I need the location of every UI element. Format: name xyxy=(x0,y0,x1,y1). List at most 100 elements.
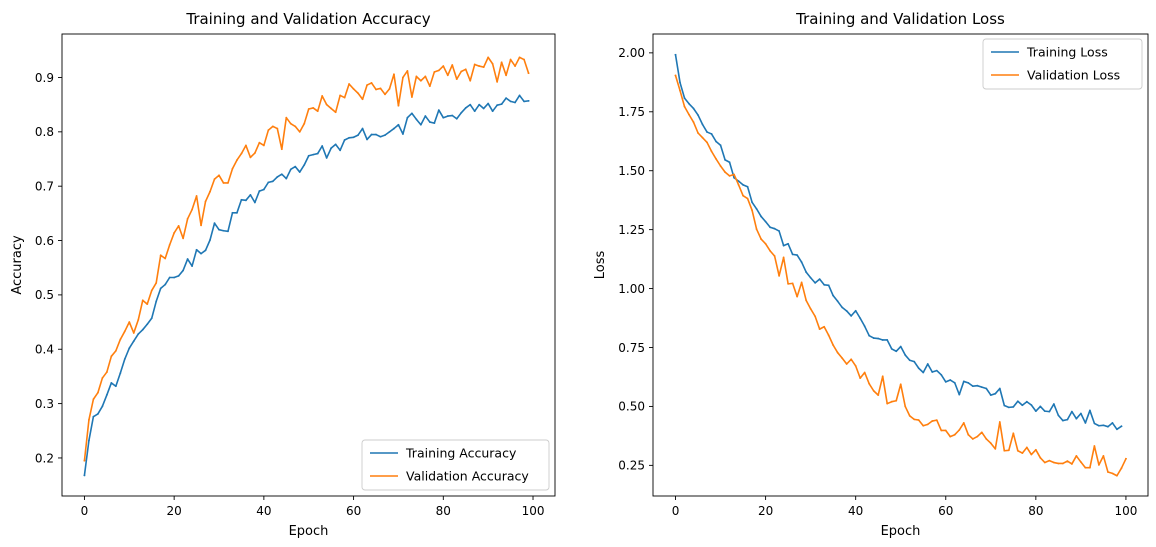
validation-accuracy-point xyxy=(330,107,333,110)
validation-loss-point xyxy=(1003,449,1006,452)
training-loss-point xyxy=(773,227,776,230)
training-accuracy-point xyxy=(101,405,104,408)
validation-accuracy-point xyxy=(433,71,436,73)
training-accuracy-point xyxy=(222,229,225,232)
validation-loss-point xyxy=(868,382,871,385)
validation-accuracy-point xyxy=(464,68,467,71)
validation-accuracy-point xyxy=(128,321,131,323)
training-accuracy-point xyxy=(366,138,368,141)
training-loss-point xyxy=(908,359,911,362)
training-loss-point xyxy=(863,325,866,328)
loss-y-tick-label: 1.50 xyxy=(618,164,645,178)
validation-loss-point xyxy=(1043,461,1046,464)
validation-accuracy-point xyxy=(258,141,261,144)
training-loss-points xyxy=(674,53,1123,431)
validation-accuracy-point xyxy=(173,232,176,234)
training-loss-point xyxy=(940,373,943,376)
validation-accuracy-point xyxy=(96,391,99,394)
training-loss-point xyxy=(1116,428,1118,431)
validation-accuracy-point xyxy=(271,125,274,128)
loss-y-tick-label: 0.50 xyxy=(618,400,645,414)
training-loss-point xyxy=(998,387,1001,390)
validation-loss-point xyxy=(980,431,983,434)
training-accuracy-point xyxy=(146,323,149,326)
validation-loss-point xyxy=(814,315,817,318)
training-loss-point xyxy=(737,180,740,182)
validation-accuracy-point xyxy=(186,217,189,220)
training-loss-point xyxy=(1070,410,1073,413)
validation-accuracy-point xyxy=(312,107,315,109)
accuracy-y-tick-label: 0.7 xyxy=(35,179,54,193)
training-loss-point xyxy=(800,261,803,264)
training-accuracy-point xyxy=(393,127,395,130)
validation-accuracy-point xyxy=(105,371,108,373)
training-accuracy-point xyxy=(83,474,86,477)
training-accuracy-point xyxy=(509,100,512,103)
validation-loss-point xyxy=(913,418,916,421)
training-accuracy-point xyxy=(173,276,176,279)
training-accuracy-point xyxy=(298,171,301,173)
training-loss-point xyxy=(1030,404,1033,406)
validation-loss-point xyxy=(715,158,717,160)
accuracy-y-tick-label: 0.9 xyxy=(35,71,54,85)
training-loss-point xyxy=(980,386,983,388)
loss-axes-frame xyxy=(652,33,1149,497)
validation-accuracy-point xyxy=(123,330,126,333)
training-loss-point xyxy=(1079,412,1082,415)
validation-accuracy-point xyxy=(397,104,400,107)
training-loss-point xyxy=(814,282,817,284)
validation-loss-point xyxy=(809,307,812,310)
training-accuracy-point xyxy=(182,269,185,272)
loss-legend-label: Training Loss xyxy=(1026,45,1108,60)
loss-chart-title: Training and Validation Loss xyxy=(795,10,1005,28)
training-loss-point xyxy=(841,306,844,309)
accuracy-y-tick-label: 0.4 xyxy=(35,343,54,357)
training-accuracy-point xyxy=(177,274,180,277)
training-accuracy-point xyxy=(500,103,503,106)
validation-loss-point xyxy=(733,173,735,176)
training-loss-point xyxy=(1107,425,1109,428)
training-accuracy-point xyxy=(437,109,440,111)
training-accuracy-point xyxy=(433,122,436,125)
validation-loss-point xyxy=(904,405,907,408)
training-accuracy-point xyxy=(397,123,400,126)
validation-loss-point xyxy=(845,363,848,365)
training-loss-point xyxy=(881,339,884,341)
validation-accuracy-point xyxy=(357,92,359,95)
validation-accuracy-point xyxy=(285,116,288,119)
training-accuracy-point xyxy=(285,177,288,180)
training-loss-point xyxy=(971,385,974,388)
training-loss-point xyxy=(845,310,848,312)
training-accuracy-points xyxy=(83,94,530,477)
validation-loss-point xyxy=(1102,455,1105,457)
training-accuracy-point xyxy=(491,110,494,113)
training-loss-point xyxy=(1052,403,1055,405)
training-accuracy-point xyxy=(280,173,283,176)
training-loss-point xyxy=(818,278,821,281)
training-loss-point xyxy=(994,392,997,395)
loss-y-tick-label: 2.00 xyxy=(618,46,645,60)
validation-accuracy-point xyxy=(88,419,90,421)
training-loss-point xyxy=(976,384,979,387)
validation-accuracy-point xyxy=(361,98,364,101)
accuracy-x-tick-label: 0 xyxy=(81,504,89,518)
validation-loss-point xyxy=(796,295,799,298)
validation-loss-point xyxy=(935,419,938,421)
validation-loss-point xyxy=(881,375,884,378)
training-loss-point xyxy=(1043,410,1046,413)
validation-accuracy-point xyxy=(375,88,377,91)
accuracy-y-tick-label: 0.8 xyxy=(35,125,54,139)
training-accuracy-point xyxy=(195,248,198,251)
accuracy-x-axis-label: Epoch xyxy=(289,524,329,539)
validation-loss-point xyxy=(832,344,835,347)
training-loss-point xyxy=(1034,410,1037,413)
training-loss-point xyxy=(688,102,690,105)
validation-accuracy-point xyxy=(478,65,481,67)
training-accuracy-point xyxy=(119,372,122,375)
training-accuracy-point xyxy=(262,188,265,191)
training-loss-point xyxy=(701,123,704,126)
training-accuracy-point xyxy=(478,103,481,106)
validation-loss-point xyxy=(746,197,749,200)
training-accuracy-point xyxy=(361,127,364,130)
